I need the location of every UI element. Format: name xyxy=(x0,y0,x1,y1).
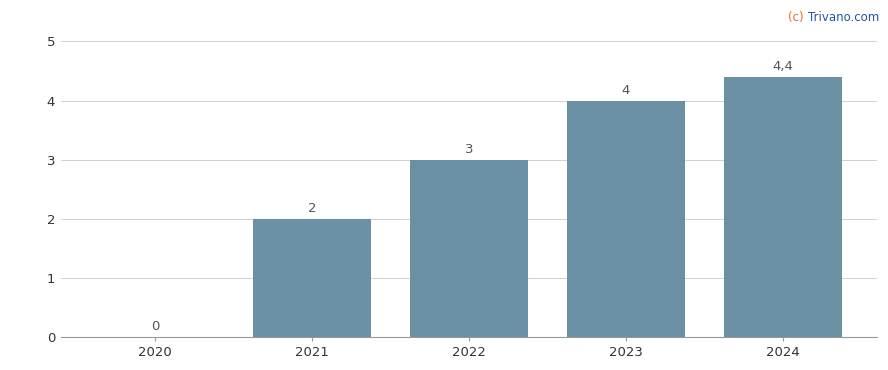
Text: 0: 0 xyxy=(151,320,159,333)
Bar xyxy=(253,219,370,337)
Text: 4,4: 4,4 xyxy=(773,60,793,73)
Bar xyxy=(567,101,685,337)
Text: (c): (c) xyxy=(789,11,808,24)
Text: 3: 3 xyxy=(464,143,473,156)
Text: Trivano.com: Trivano.com xyxy=(808,11,879,24)
Bar xyxy=(410,159,527,337)
Bar xyxy=(724,77,842,337)
Text: 2: 2 xyxy=(307,202,316,215)
Text: 4: 4 xyxy=(622,84,630,97)
